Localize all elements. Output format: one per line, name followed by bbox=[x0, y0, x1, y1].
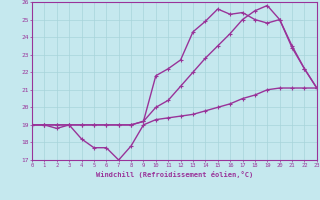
X-axis label: Windchill (Refroidissement éolien,°C): Windchill (Refroidissement éolien,°C) bbox=[96, 171, 253, 178]
